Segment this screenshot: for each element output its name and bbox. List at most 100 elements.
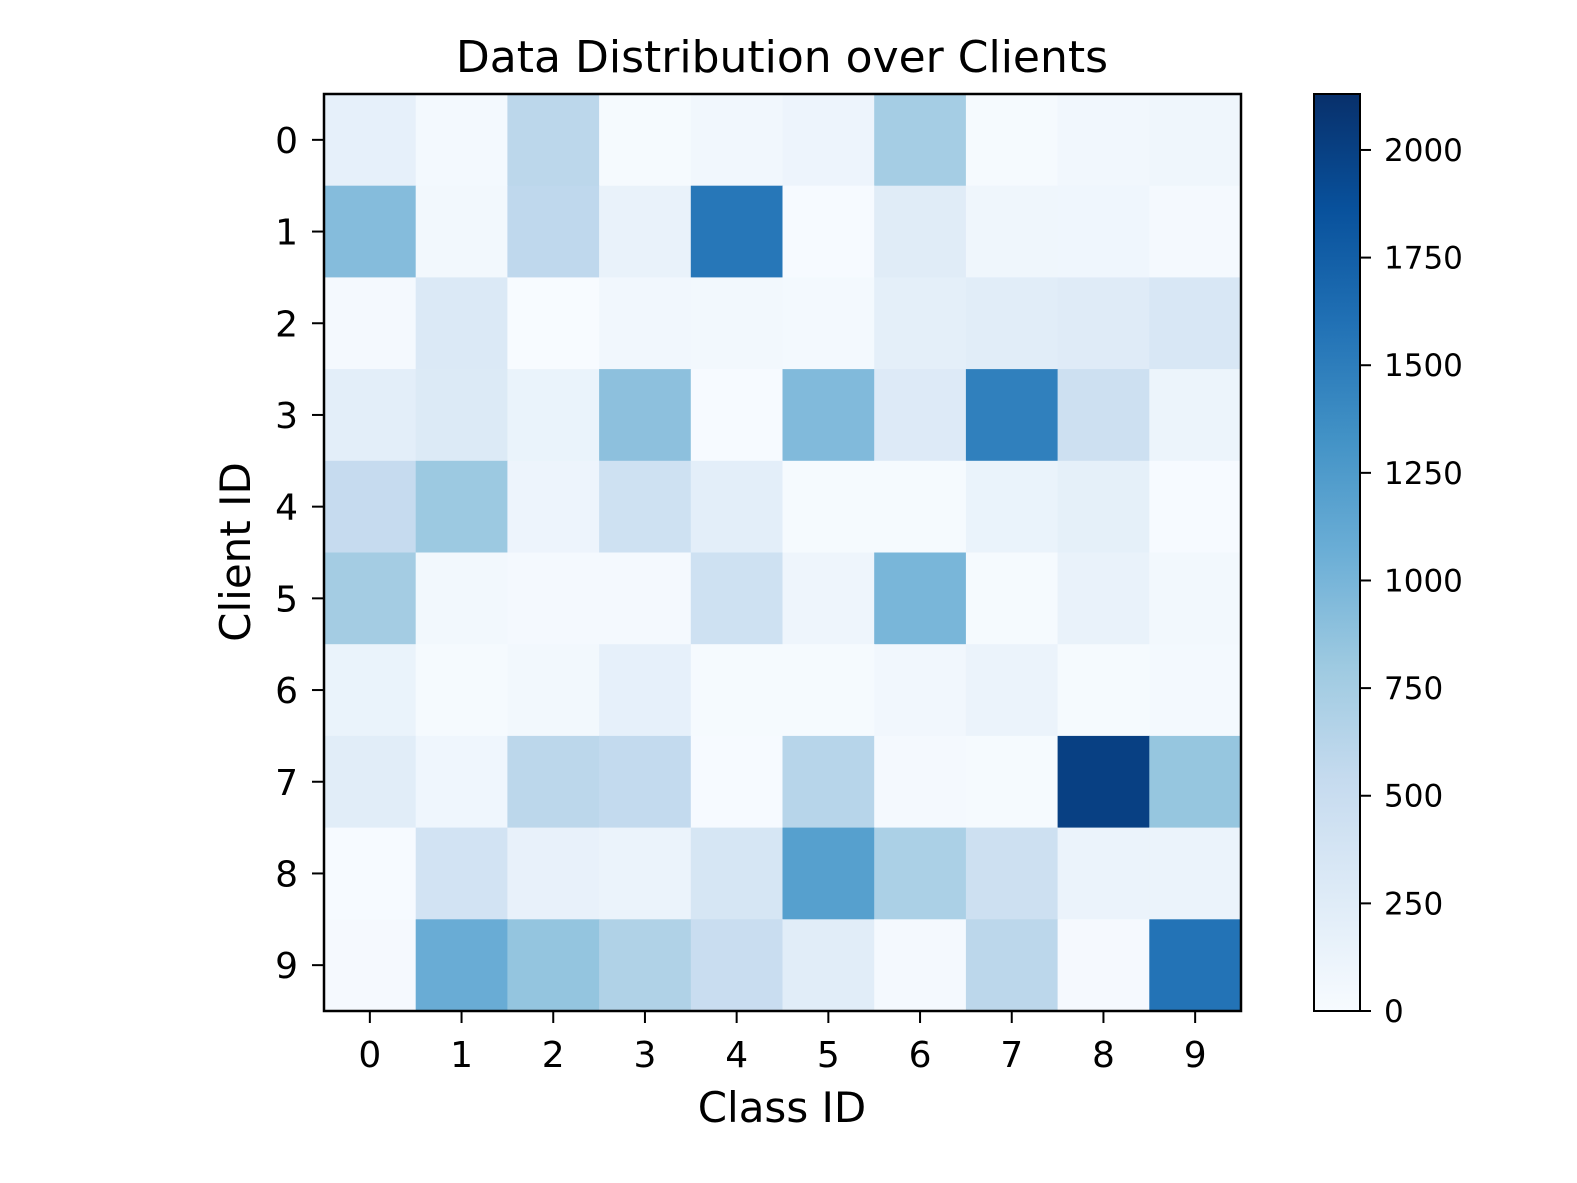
- heatmap-cell: [690, 644, 784, 737]
- heatmap-cell: [1057, 277, 1150, 370]
- y-tick-label: 6: [275, 671, 298, 712]
- x-tick-label: 8: [1092, 1035, 1115, 1076]
- heatmap-cell: [1149, 827, 1242, 920]
- x-tick-label: 0: [358, 1035, 381, 1076]
- heatmap-cell: [782, 919, 875, 1012]
- heatmap-cell: [965, 460, 1059, 554]
- heatmap-cell: [507, 369, 600, 462]
- heatmap-cell: [599, 94, 692, 187]
- heatmap-cell: [507, 552, 600, 645]
- heatmap-cell: [415, 735, 508, 829]
- heatmap-cell: [599, 919, 692, 1012]
- heatmap-cell: [324, 644, 417, 737]
- heatmap-cell: [782, 94, 875, 187]
- x-tick-label: 9: [1184, 1035, 1207, 1076]
- heatmap-cell: [782, 552, 875, 645]
- x-tick-label: 5: [817, 1035, 840, 1076]
- heatmap-cell: [1149, 369, 1242, 462]
- x-tick-label: 3: [633, 1035, 656, 1076]
- heatmap-cell: [599, 185, 692, 278]
- colorbar-tick-label: 1500: [1384, 348, 1463, 384]
- heatmap-cell: [965, 552, 1059, 645]
- y-tick-label: 3: [275, 396, 298, 437]
- y-tick-label: 5: [275, 579, 298, 620]
- heatmap-cell: [324, 827, 417, 920]
- colorbar-tick-label: 500: [1384, 779, 1443, 815]
- heatmap-cell: [1057, 94, 1150, 187]
- heatmap-cell: [1149, 552, 1242, 645]
- heatmap-cell: [415, 185, 508, 278]
- heatmap-cell: [1149, 185, 1242, 278]
- heatmap-cell: [1057, 552, 1150, 645]
- x-tick-label: 4: [725, 1035, 748, 1076]
- heatmap-cell: [1057, 369, 1150, 462]
- heatmap-cell: [507, 460, 600, 554]
- heatmap-cell: [965, 94, 1059, 187]
- heatmap-cell: [415, 369, 508, 462]
- heatmap-cell: [874, 277, 967, 370]
- colorbar-tick-label: 750: [1384, 671, 1443, 707]
- colorbar-tick-label: 0: [1384, 994, 1404, 1030]
- heatmap-cell: [324, 94, 417, 187]
- heatmap-cell: [415, 552, 508, 645]
- y-tick-label: 0: [275, 121, 298, 162]
- heatmap-cell: [1149, 919, 1242, 1012]
- heatmap-cell: [874, 919, 967, 1012]
- heatmap-cell: [782, 827, 875, 920]
- heatmap-cell: [324, 185, 417, 278]
- heatmap-cell: [690, 185, 784, 278]
- heatmap-cell: [782, 277, 875, 370]
- heatmap-cell: [874, 185, 967, 278]
- heatmap-cell: [1149, 460, 1242, 554]
- heatmap-cell: [507, 94, 600, 187]
- x-tick-label: 7: [1000, 1035, 1023, 1076]
- y-tick-label: 2: [275, 304, 298, 345]
- heatmap-cell: [690, 277, 784, 370]
- heatmap-cell: [1057, 460, 1150, 554]
- heatmap-cell: [690, 552, 784, 645]
- heatmap-cell: [415, 460, 508, 554]
- heatmap-cell: [690, 919, 784, 1012]
- heatmap-cell: [1057, 827, 1150, 920]
- plot-frame: [322, 92, 1243, 1013]
- heatmap-cell: [1057, 185, 1150, 278]
- heatmap-cell: [599, 277, 692, 370]
- colorbar-tick-label: 2000: [1384, 133, 1463, 169]
- heatmap-cell: [324, 277, 417, 370]
- x-axis-ticks: 0 1 2 3 4 5 6 7 8 9: [358, 1011, 1207, 1076]
- heatmap-cell: [415, 827, 508, 920]
- x-tick-label: 1: [450, 1035, 473, 1076]
- heatmap-cell: [965, 919, 1059, 1012]
- heatmap-cells: [324, 94, 1242, 1012]
- x-axis-label: Class ID: [698, 1083, 867, 1132]
- heatmap-cell: [599, 644, 692, 737]
- heatmap-cell: [690, 94, 784, 187]
- x-tick-label: 6: [909, 1035, 932, 1076]
- heatmap-cell: [965, 185, 1059, 278]
- heatmap-cell: [874, 735, 967, 829]
- y-tick-label: 7: [275, 763, 298, 804]
- heatmap-cell: [415, 644, 508, 737]
- y-tick-label: 9: [275, 946, 298, 987]
- heatmap-cell: [782, 460, 875, 554]
- heatmap-cell: [1057, 644, 1150, 737]
- heatmap-cell: [965, 735, 1059, 829]
- heatmap-cell: [324, 735, 417, 829]
- heatmap-cell: [507, 735, 600, 829]
- heatmap-cell: [690, 827, 784, 920]
- heatmap-cell: [599, 827, 692, 920]
- colorbar-tick-label: 250: [1384, 886, 1443, 922]
- heatmap-cell: [507, 277, 600, 370]
- heatmap-cell: [324, 552, 417, 645]
- heatmap-cell: [1149, 94, 1242, 187]
- heatmap-cell: [415, 94, 508, 187]
- colorbar: [1313, 93, 1361, 1012]
- heatmap-cell: [324, 369, 417, 462]
- heatmap-cell: [599, 369, 692, 462]
- heatmap-cell: [965, 827, 1059, 920]
- heatmap-cell: [599, 460, 692, 554]
- colorbar-tick-label: 1000: [1384, 563, 1463, 599]
- heatmap-cell: [507, 185, 600, 278]
- heatmap-cell: [874, 552, 967, 645]
